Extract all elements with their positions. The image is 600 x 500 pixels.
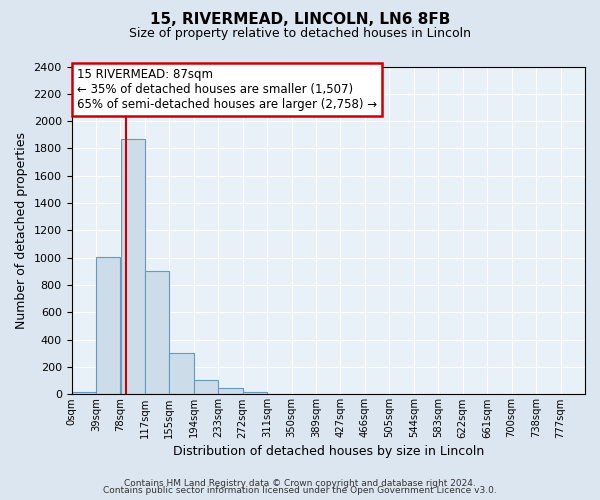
Text: Contains public sector information licensed under the Open Government Licence v3: Contains public sector information licen…: [103, 486, 497, 495]
Bar: [218, 388, 242, 394]
Bar: [169, 354, 194, 395]
Bar: [121, 139, 145, 394]
Text: 15 RIVERMEAD: 87sqm
← 35% of detached houses are smaller (1,507)
65% of semi-det: 15 RIVERMEAD: 87sqm ← 35% of detached ho…: [77, 68, 377, 111]
Bar: [194, 380, 218, 394]
Text: Contains HM Land Registry data © Crown copyright and database right 2024.: Contains HM Land Registry data © Crown c…: [124, 478, 476, 488]
Text: Size of property relative to detached houses in Lincoln: Size of property relative to detached ho…: [129, 28, 471, 40]
Bar: [243, 392, 267, 394]
Bar: [145, 272, 169, 394]
Bar: [96, 257, 120, 394]
Text: 15, RIVERMEAD, LINCOLN, LN6 8FB: 15, RIVERMEAD, LINCOLN, LN6 8FB: [150, 12, 450, 28]
Y-axis label: Number of detached properties: Number of detached properties: [15, 132, 28, 329]
X-axis label: Distribution of detached houses by size in Lincoln: Distribution of detached houses by size …: [173, 444, 484, 458]
Bar: [71, 392, 96, 394]
